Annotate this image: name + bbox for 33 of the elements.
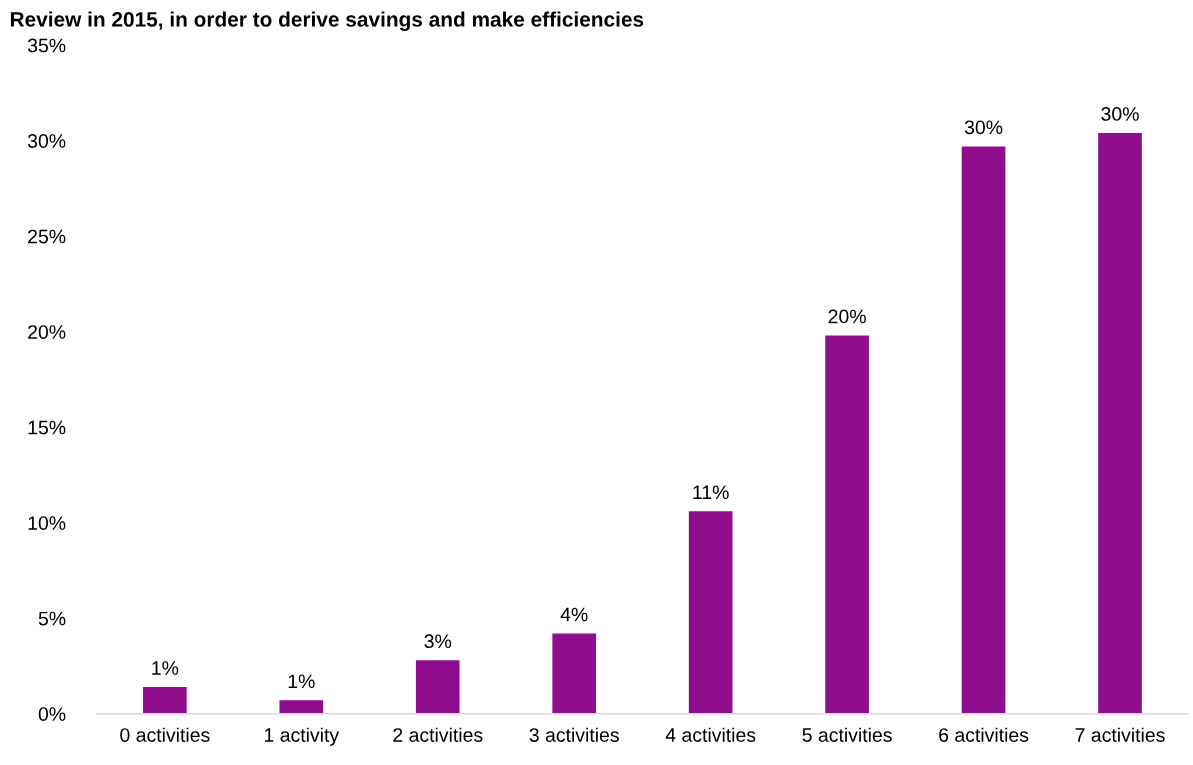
data-label: 30% <box>1101 107 1139 121</box>
bar <box>825 335 869 714</box>
x-tick-label: 0 activities <box>120 727 210 742</box>
data-label: 30% <box>964 120 1003 135</box>
bar <box>415 660 460 714</box>
data-label: 3% <box>424 634 452 649</box>
y-tick-label: 15% <box>28 420 66 435</box>
data-label: 1% <box>152 661 179 675</box>
x-tick-label: 3 activities <box>529 727 619 742</box>
y-tick-label: 20% <box>28 325 66 339</box>
y-tick-label: 10% <box>28 516 66 530</box>
x-tick-label: 4 activities <box>665 727 756 742</box>
x-tick-label: 6 activities <box>939 727 1029 742</box>
x-tick-label: 5 activities <box>802 727 892 742</box>
data-label: 4% <box>560 607 588 622</box>
bar <box>688 511 733 714</box>
x-tick-label: 1 activity <box>264 727 340 746</box>
y-tick-label: 30% <box>27 134 66 148</box>
bar <box>279 700 324 714</box>
x-tick-label: 2 activities <box>393 727 483 742</box>
data-label: 11% <box>693 485 729 499</box>
bar <box>143 687 187 714</box>
y-tick-label: 0% <box>38 707 66 721</box>
y-tick-label: 35% <box>27 38 66 53</box>
bar <box>552 633 597 714</box>
y-tick-label: 25% <box>28 229 66 244</box>
y-tick-label: 5% <box>38 611 66 626</box>
bar <box>961 146 1006 714</box>
data-label: 20% <box>828 309 866 324</box>
bar <box>1098 133 1142 714</box>
x-tick-label: 7 activities <box>1075 727 1165 742</box>
data-label: 1% <box>288 674 315 689</box>
chart-title: Review in 2015, in order to derive savings and make efficiencies <box>10 11 644 31</box>
